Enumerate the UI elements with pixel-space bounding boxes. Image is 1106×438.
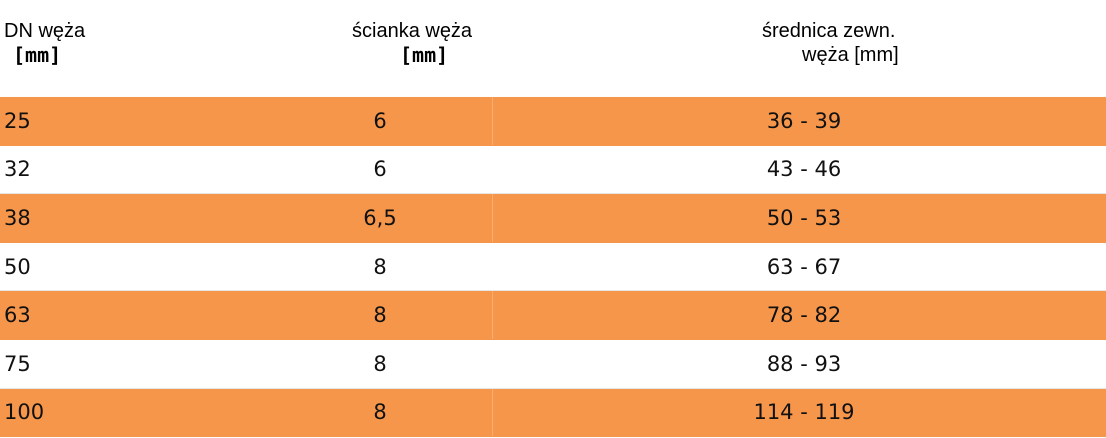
cell-dn: 50 bbox=[4, 254, 31, 279]
hose-size-table: 25 6 36 - 39 32 6 43 - 46 38 6,5 50 - 53 50 8 63 - … bbox=[0, 97, 1106, 438]
table-row: 50 8 63 - 67 bbox=[0, 243, 1106, 292]
column-divider bbox=[492, 97, 493, 145]
header-diameter: średnica zewn. węża [mm] bbox=[762, 19, 899, 67]
table-row: 63 8 78 - 82 bbox=[0, 291, 1106, 340]
header-wall-label: ścianka węża bbox=[352, 20, 473, 42]
cell-dn: 25 bbox=[4, 108, 31, 133]
column-divider bbox=[492, 291, 493, 339]
header-dn: DN węża [mm] bbox=[4, 19, 85, 67]
table-row: 25 6 36 - 39 bbox=[0, 97, 1106, 146]
column-divider bbox=[492, 194, 493, 242]
header-wall: ścianka węża [mm] bbox=[352, 19, 472, 67]
header-dn-unit: [mm] bbox=[13, 43, 62, 67]
header-diameter-label: średnica zewn. bbox=[762, 20, 896, 42]
table-row: 100 8 114 - 119 bbox=[0, 388, 1106, 438]
cell-dn: 63 bbox=[4, 303, 31, 328]
cell-dn: 100 bbox=[4, 400, 45, 425]
header-dn-label: DN węża bbox=[4, 20, 86, 42]
cell-dn: 38 bbox=[4, 205, 31, 230]
header-wall-unit: [mm] bbox=[400, 43, 449, 67]
cell-dn: 75 bbox=[4, 351, 31, 376]
table-row: 75 8 88 - 93 bbox=[0, 340, 1106, 389]
table-row: 38 6,5 50 - 53 bbox=[0, 194, 1106, 243]
cell-dn: 32 bbox=[4, 157, 31, 182]
column-divider bbox=[492, 388, 493, 437]
header-diameter-unit: węża [mm] bbox=[802, 44, 899, 66]
table-row: 32 6 43 - 46 bbox=[0, 146, 1106, 195]
